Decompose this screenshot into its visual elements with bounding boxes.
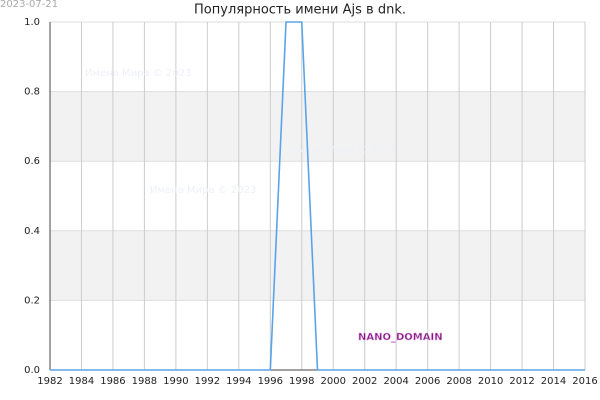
badge: NANO_DOMAIN <box>358 332 443 343</box>
watermark: Имена Мира © 2023 <box>150 185 256 196</box>
y-tick-label: 0.4 <box>24 226 40 237</box>
x-tick-label: 1998 <box>289 376 314 387</box>
series-line <box>50 21 585 371</box>
watermark: Имена Мира © 2023 <box>85 68 191 79</box>
x-tick-label: 2010 <box>478 376 503 387</box>
x-tick-label: 1990 <box>163 376 188 387</box>
x-tick-label: 2000 <box>321 376 346 387</box>
x-tick-label: 1988 <box>132 376 157 387</box>
y-tick-label: 0.8 <box>24 87 40 98</box>
y-tick-label: 0.2 <box>24 295 40 306</box>
grid-band <box>50 230 585 301</box>
x-tick-label: 2002 <box>352 376 377 387</box>
y-tick-label: 0.0 <box>24 365 40 376</box>
chart-title: Популярность имени Ajs в dnk. <box>194 3 406 18</box>
x-tick-label: 2004 <box>383 376 408 387</box>
x-tick-label: 2012 <box>509 376 534 387</box>
x-tick-label: 1982 <box>37 376 62 387</box>
x-tick-label: 2008 <box>446 376 471 387</box>
x-tick-label: 1994 <box>226 376 251 387</box>
x-tick-label: 1992 <box>195 376 220 387</box>
x-tick-label: 2006 <box>415 376 440 387</box>
x-tick-label: 1986 <box>100 376 125 387</box>
y-tick-label: 1.0 <box>24 17 40 28</box>
y-tick-label: 0.6 <box>24 156 40 167</box>
x-tick-label: 1996 <box>258 376 283 387</box>
x-tick-label: 1984 <box>69 376 94 387</box>
date-stamp: 2023-07-21 <box>0 0 58 10</box>
x-tick-label: 2014 <box>541 376 566 387</box>
watermark: Имена Мира © 2023 <box>290 145 396 156</box>
grid-band <box>50 91 585 162</box>
x-tick-label: 2016 <box>572 376 597 387</box>
